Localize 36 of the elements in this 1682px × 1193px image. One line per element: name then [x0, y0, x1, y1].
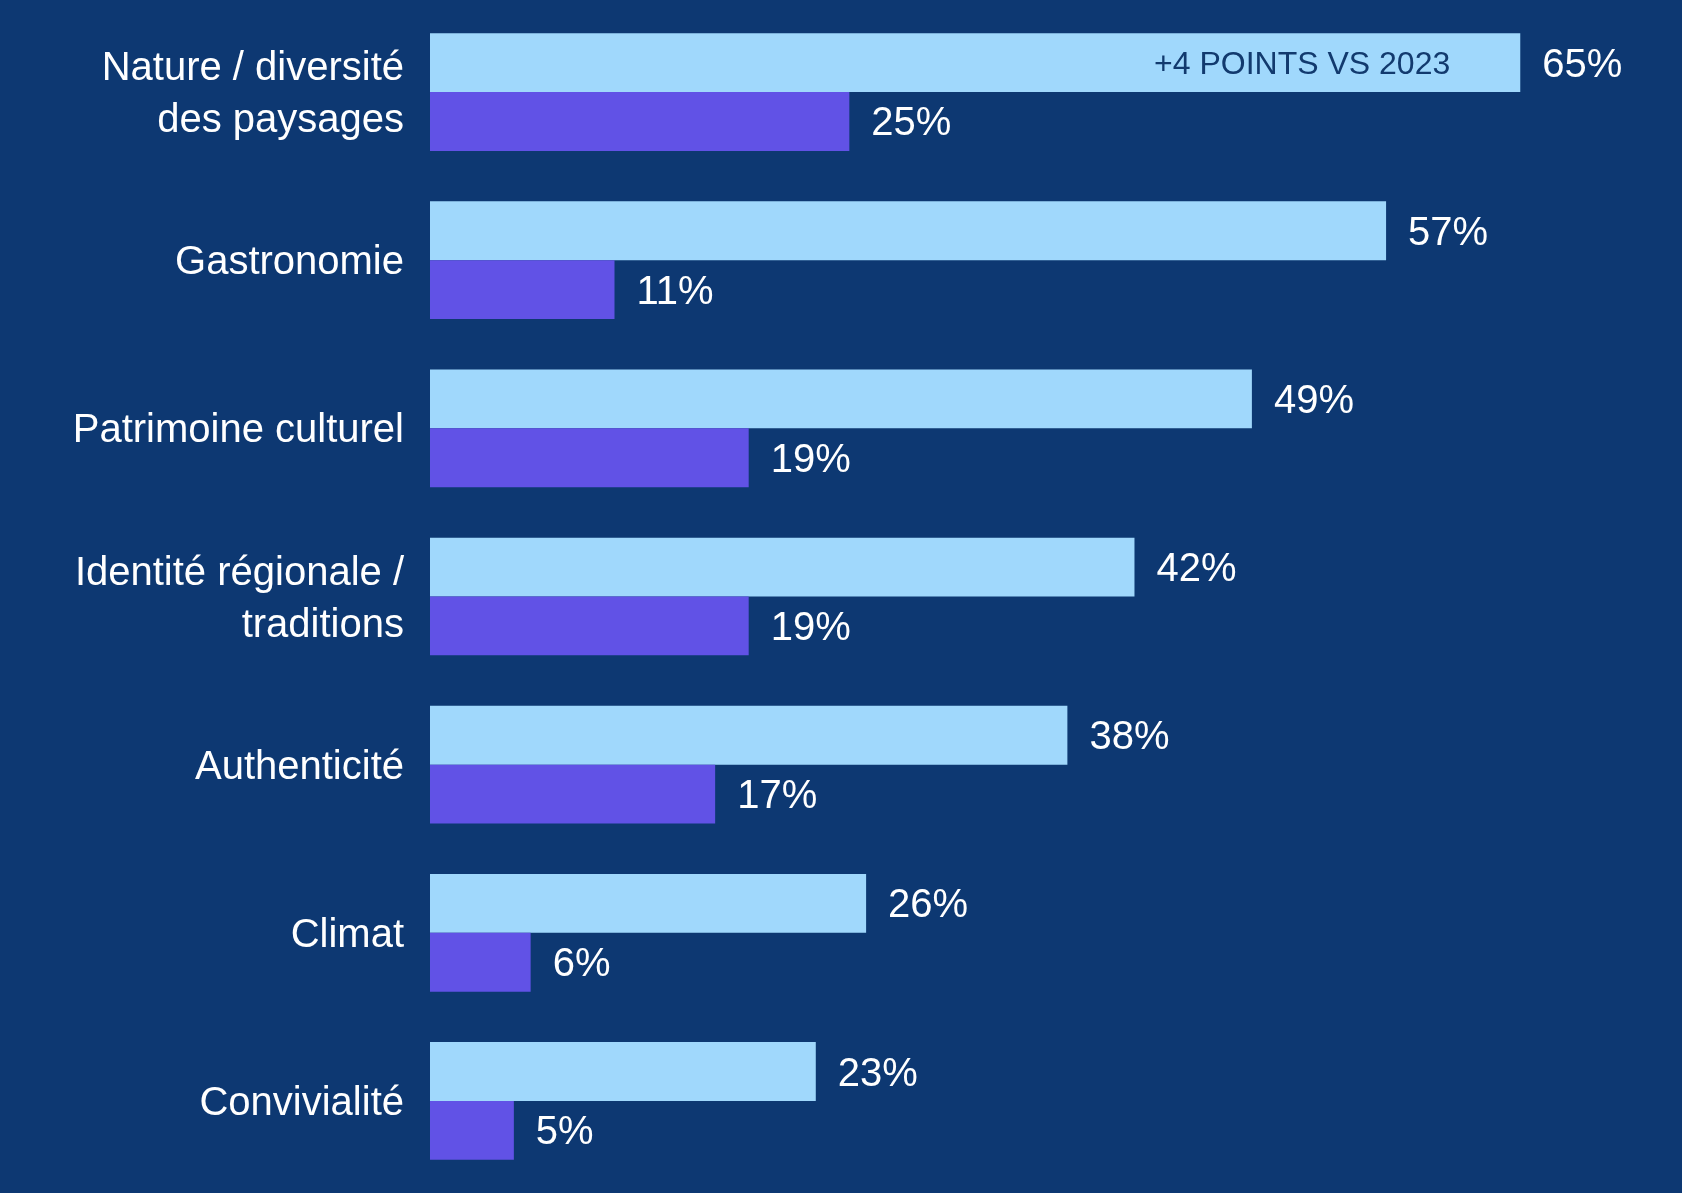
bar [430, 92, 850, 151]
bar [430, 428, 749, 488]
bar [430, 873, 867, 933]
y-tick-label: Authenticité [194, 742, 404, 787]
y-tick-label: Nature / diversité des paysages [101, 44, 404, 141]
data-label: 5% [535, 1108, 594, 1153]
data-label: 49% [1273, 376, 1354, 421]
annotation: +4 POINTS VS 2023 [1154, 44, 1451, 81]
bar [430, 537, 1135, 597]
y-tick-label: Climat [290, 910, 404, 955]
y-tick-label: Gastronomie [175, 238, 404, 283]
y-tick-label: Convivialité [199, 1078, 404, 1123]
bar [430, 764, 716, 824]
data-label: 26% [888, 881, 969, 926]
data-label: 25% [871, 99, 952, 144]
bar [430, 1042, 816, 1101]
bar [430, 260, 615, 320]
data-label: 6% [552, 940, 611, 985]
y-tick-label: Patrimoine culturel [72, 406, 404, 451]
data-label: 19% [770, 435, 851, 480]
bar [430, 596, 749, 656]
bar [430, 705, 1068, 765]
data-label: 19% [770, 603, 851, 648]
bar [430, 932, 531, 992]
bar [430, 33, 1521, 93]
data-label: 65% [1542, 40, 1623, 85]
y-tick-label: Identité régionale / traditions [74, 548, 405, 645]
data-label: 11% [636, 267, 714, 312]
bar [430, 1100, 514, 1160]
data-label: 38% [1089, 713, 1170, 758]
data-label: 17% [737, 772, 818, 817]
bar [430, 201, 1387, 261]
data-label: 23% [837, 1049, 918, 1094]
data-label: 42% [1156, 545, 1237, 590]
data-label: 57% [1408, 208, 1489, 253]
bar [430, 369, 1252, 429]
